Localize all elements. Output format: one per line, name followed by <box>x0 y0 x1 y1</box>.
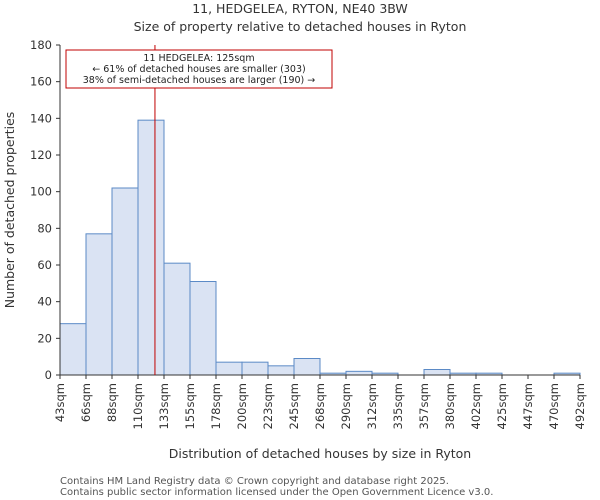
y-tick-label: 120 <box>30 148 52 162</box>
bar-43sqm <box>59 323 87 376</box>
annotation-border <box>65 49 333 89</box>
annotation-line1: 11 HEDGELEA: 125sqm <box>143 53 254 64</box>
bar-290sqm <box>345 370 373 376</box>
bar-223sqm <box>267 365 295 376</box>
bar-245sqm <box>293 358 321 376</box>
chart-title-line2: Size of property relative to detached ho… <box>134 19 467 34</box>
y-tick-label: 60 <box>37 258 52 272</box>
bar-66sqm <box>85 233 113 376</box>
x-tick-label: 43sqm <box>53 383 67 422</box>
x-tick-label: 470sqm <box>547 383 561 429</box>
y-tick-label: 140 <box>30 111 52 125</box>
bar-357sqm <box>423 369 451 376</box>
x-tick-label: 357sqm <box>417 383 431 429</box>
x-tick-label: 492sqm <box>573 383 587 429</box>
bar-155sqm <box>189 281 217 376</box>
y-axis-label: Number of detached properties <box>2 112 17 309</box>
bar-110sqm <box>137 119 165 376</box>
x-axis-label: Distribution of detached houses by size … <box>169 446 471 461</box>
annotation-line2: ← 61% of detached houses are smaller (30… <box>92 64 305 75</box>
bar-88sqm <box>111 187 139 376</box>
y-tick-label: 160 <box>30 75 52 89</box>
x-tick-label: 312sqm <box>365 383 379 429</box>
x-tick-label: 155sqm <box>183 383 197 429</box>
y-tick-label: 40 <box>37 295 52 309</box>
x-tick-label: 290sqm <box>339 383 353 429</box>
y-tick-label: 20 <box>37 331 52 345</box>
x-tick-label: 402sqm <box>469 383 483 429</box>
x-tick-label: 178sqm <box>209 383 223 429</box>
annotation-line3: 38% of semi-detached houses are larger (… <box>83 75 316 86</box>
x-tick-label: 245sqm <box>287 383 301 429</box>
x-tick-label: 223sqm <box>261 383 275 429</box>
y-tick-label: 100 <box>30 185 52 199</box>
footer-line1: Contains HM Land Registry data © Crown c… <box>60 476 449 487</box>
bar-133sqm <box>163 262 191 376</box>
footer-line2: Contains public sector information licen… <box>60 487 493 498</box>
x-tick-label: 380sqm <box>443 383 457 429</box>
x-tick-label: 447sqm <box>521 383 535 429</box>
x-tick-label: 200sqm <box>235 383 249 429</box>
x-tick-label: 425sqm <box>495 383 509 429</box>
x-tick-label: 66sqm <box>79 383 93 422</box>
chart-title-line1: 11, HEDGELEA, RYTON, NE40 3BW <box>192 1 408 16</box>
y-tick-label: 80 <box>37 221 52 235</box>
x-tick-label: 110sqm <box>131 383 145 429</box>
y-tick-label: 0 <box>45 368 52 382</box>
y-axis: 0 20 40 60 80 100 120 140 160 180 <box>30 38 61 382</box>
bar-200sqm <box>241 361 269 376</box>
x-axis: 43sqm 66sqm 88sqm 110sqm 133sqm 155sqm 178sqm 2… <box>53 374 587 429</box>
x-tick-label: 133sqm <box>157 383 171 429</box>
y-tick-label: 180 <box>30 38 52 52</box>
x-tick-label: 335sqm <box>391 383 405 429</box>
x-tick-label: 88sqm <box>105 383 119 422</box>
bars-group <box>59 119 581 376</box>
annotation-box: 11 HEDGELEA: 125sqm ← 61% of detached ho… <box>65 49 333 89</box>
bar-178sqm <box>215 361 243 376</box>
x-tick-label: 268sqm <box>313 383 327 429</box>
